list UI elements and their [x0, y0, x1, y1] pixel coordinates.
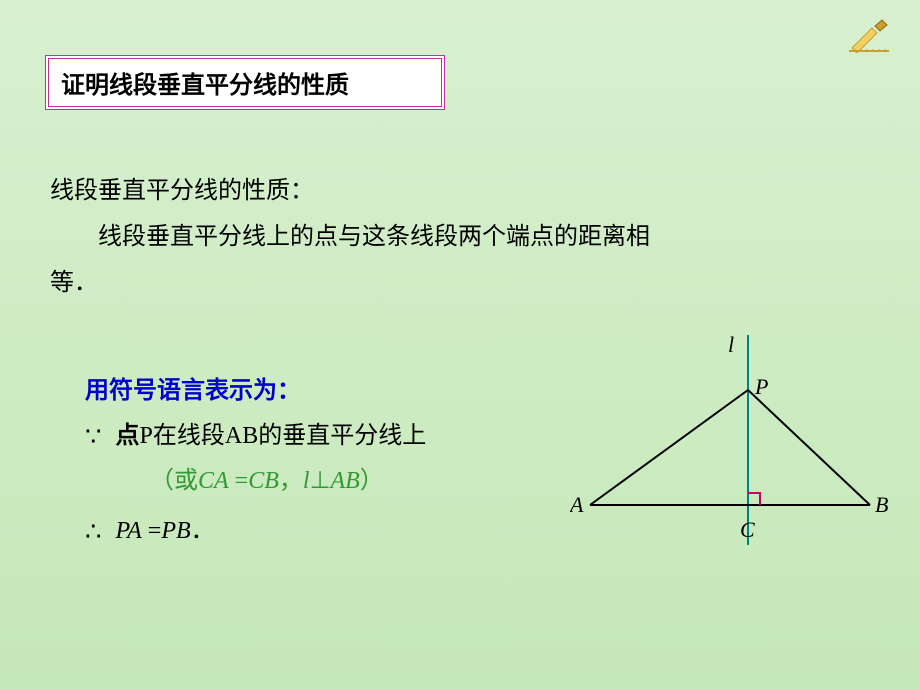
- or-l: l: [303, 468, 310, 494]
- or-cb: CB: [248, 468, 279, 494]
- svg-text:B: B: [875, 492, 888, 517]
- or-perp: ⊥: [310, 468, 331, 494]
- because-bold: 点: [116, 423, 140, 449]
- svg-text:A: A: [570, 492, 584, 517]
- because-rest: P在线段AB的垂直平分线上: [140, 423, 427, 449]
- because-line: ∵ 点P在线段AB的垂直平分线上: [85, 415, 426, 452]
- or-ca: CA: [198, 468, 229, 494]
- therefore-pa: PA: [116, 518, 142, 544]
- property-body: 线段垂直平分线上的点与这条线段两个端点的距离相等．: [50, 215, 650, 306]
- or-clause: （或CA =CB，l⊥AB）: [150, 460, 384, 495]
- or-ab: AB: [330, 468, 359, 494]
- subheading: 用符号语言表示为：: [85, 370, 301, 405]
- therefore-pb: PB: [161, 518, 190, 544]
- or-sep: ，: [279, 468, 303, 494]
- or-prefix: （或: [150, 468, 198, 494]
- or-suffix: ）: [360, 468, 384, 494]
- svg-text:P: P: [754, 374, 768, 399]
- geometry-diagram: lP A B C: [570, 330, 890, 560]
- title-box: 证明线段垂直平分线的性质: [45, 55, 445, 110]
- property-intro: 线段垂直平分线的性质：: [50, 170, 314, 213]
- therefore-end: ．: [191, 518, 215, 544]
- title-text: 证明线段垂直平分线的性质: [61, 73, 349, 99]
- or-eq1: =: [229, 468, 249, 494]
- because-symbol: ∵: [85, 422, 102, 452]
- svg-text:l: l: [728, 332, 734, 357]
- therefore-symbol: ∴: [85, 517, 102, 547]
- svg-text:C: C: [740, 517, 755, 542]
- pen-ruler-icon: [847, 18, 892, 53]
- therefore-eq: =: [142, 518, 162, 544]
- therefore-line: ∴ PA =PB．: [85, 510, 215, 547]
